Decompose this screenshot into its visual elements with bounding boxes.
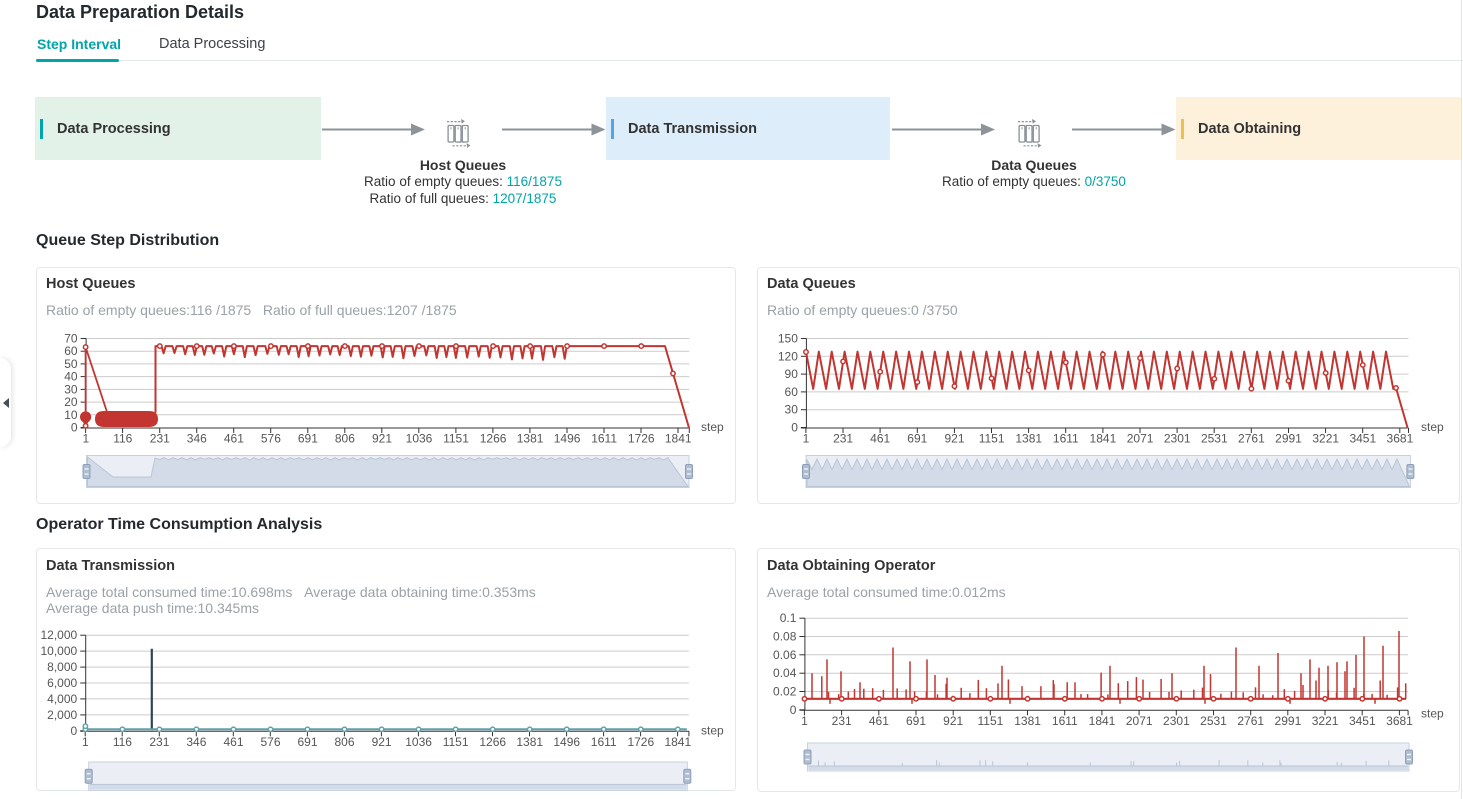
- svg-text:921: 921: [944, 432, 964, 446]
- svg-text:10,000: 10,000: [40, 644, 77, 658]
- svg-text:step: step: [701, 420, 724, 434]
- svg-text:3451: 3451: [1349, 714, 1376, 728]
- svg-text:1266: 1266: [480, 432, 507, 446]
- svg-text:231: 231: [149, 735, 169, 749]
- svg-text:60: 60: [64, 344, 78, 358]
- svg-text:1151: 1151: [977, 714, 1003, 728]
- svg-text:1: 1: [801, 714, 808, 728]
- svg-text:1496: 1496: [553, 735, 580, 749]
- svg-text:2761: 2761: [1238, 432, 1265, 446]
- svg-text:1841: 1841: [1090, 432, 1117, 446]
- svg-text:1841: 1841: [1089, 714, 1116, 728]
- svg-text:step: step: [701, 724, 724, 738]
- svg-text:60: 60: [785, 385, 799, 399]
- svg-text:806: 806: [335, 432, 355, 446]
- svg-text:150: 150: [778, 332, 798, 346]
- svg-text:1726: 1726: [627, 735, 654, 749]
- svg-text:0.04: 0.04: [773, 666, 797, 680]
- svg-text:1: 1: [803, 432, 810, 446]
- svg-text:2,000: 2,000: [47, 708, 77, 722]
- svg-text:1381: 1381: [1015, 432, 1042, 446]
- svg-text:1726: 1726: [628, 432, 655, 446]
- svg-text:step: step: [1421, 420, 1444, 434]
- svg-text:0: 0: [791, 421, 798, 435]
- svg-text:116: 116: [113, 432, 132, 446]
- svg-text:50: 50: [64, 357, 78, 371]
- svg-text:6,000: 6,000: [47, 676, 77, 690]
- svg-text:70: 70: [64, 332, 78, 346]
- svg-text:2071: 2071: [1127, 432, 1154, 446]
- svg-text:1611: 1611: [591, 735, 617, 749]
- svg-text:921: 921: [372, 432, 392, 446]
- svg-text:1036: 1036: [405, 735, 432, 749]
- svg-text:2301: 2301: [1163, 714, 1190, 728]
- svg-text:231: 231: [833, 432, 853, 446]
- svg-text:1151: 1151: [979, 432, 1005, 446]
- svg-text:691: 691: [297, 735, 317, 749]
- svg-text:0: 0: [71, 724, 78, 738]
- svg-text:30: 30: [785, 403, 799, 417]
- svg-text:20: 20: [64, 395, 78, 409]
- svg-text:2301: 2301: [1164, 432, 1191, 446]
- svg-text:346: 346: [187, 432, 207, 446]
- svg-text:691: 691: [907, 432, 927, 446]
- svg-text:1611: 1611: [591, 432, 617, 446]
- svg-text:30: 30: [64, 382, 78, 396]
- svg-text:3681: 3681: [1386, 714, 1413, 728]
- svg-text:0.08: 0.08: [773, 630, 797, 644]
- svg-text:2991: 2991: [1275, 714, 1302, 728]
- svg-text:2071: 2071: [1126, 714, 1153, 728]
- svg-text:0.06: 0.06: [773, 648, 797, 662]
- svg-text:10: 10: [64, 408, 78, 422]
- svg-text:576: 576: [261, 432, 281, 446]
- svg-text:231: 231: [150, 432, 170, 446]
- svg-text:3221: 3221: [1312, 714, 1339, 728]
- svg-text:1841: 1841: [665, 432, 692, 446]
- svg-text:0.02: 0.02: [773, 685, 797, 699]
- svg-text:691: 691: [298, 432, 318, 446]
- svg-text:1151: 1151: [443, 432, 469, 446]
- svg-text:1611: 1611: [1053, 432, 1079, 446]
- svg-text:0.1: 0.1: [780, 611, 797, 625]
- svg-text:461: 461: [223, 735, 243, 749]
- svg-text:1841: 1841: [664, 735, 691, 749]
- svg-text:12,000: 12,000: [40, 628, 77, 642]
- svg-text:346: 346: [186, 735, 206, 749]
- svg-text:3681: 3681: [1387, 432, 1414, 446]
- svg-text:2991: 2991: [1275, 432, 1302, 446]
- svg-text:0: 0: [790, 703, 797, 717]
- svg-text:3221: 3221: [1312, 432, 1339, 446]
- svg-text:116: 116: [113, 735, 132, 749]
- svg-text:3451: 3451: [1349, 432, 1376, 446]
- svg-text:231: 231: [832, 714, 852, 728]
- svg-text:step: step: [1421, 707, 1444, 721]
- svg-text:4,000: 4,000: [47, 692, 77, 706]
- svg-text:1: 1: [82, 432, 89, 446]
- svg-text:40: 40: [64, 370, 78, 384]
- svg-text:921: 921: [372, 735, 392, 749]
- svg-text:0: 0: [71, 421, 78, 435]
- svg-text:2531: 2531: [1200, 714, 1227, 728]
- svg-text:1266: 1266: [479, 735, 506, 749]
- svg-text:1381: 1381: [516, 735, 543, 749]
- svg-text:461: 461: [224, 432, 244, 446]
- svg-text:1381: 1381: [517, 432, 544, 446]
- svg-text:90: 90: [785, 367, 799, 381]
- svg-text:461: 461: [870, 432, 890, 446]
- svg-text:806: 806: [334, 735, 354, 749]
- svg-text:921: 921: [943, 714, 963, 728]
- svg-text:8,000: 8,000: [47, 660, 77, 674]
- svg-text:576: 576: [260, 735, 280, 749]
- svg-text:461: 461: [869, 714, 889, 728]
- svg-text:1036: 1036: [406, 432, 433, 446]
- svg-text:1: 1: [82, 735, 89, 749]
- svg-text:120: 120: [778, 349, 798, 363]
- svg-text:1611: 1611: [1052, 714, 1078, 728]
- svg-text:691: 691: [906, 714, 926, 728]
- svg-text:2531: 2531: [1201, 432, 1228, 446]
- svg-text:1151: 1151: [443, 735, 469, 749]
- svg-text:1381: 1381: [1014, 714, 1041, 728]
- svg-text:2761: 2761: [1237, 714, 1264, 728]
- svg-text:1496: 1496: [554, 432, 581, 446]
